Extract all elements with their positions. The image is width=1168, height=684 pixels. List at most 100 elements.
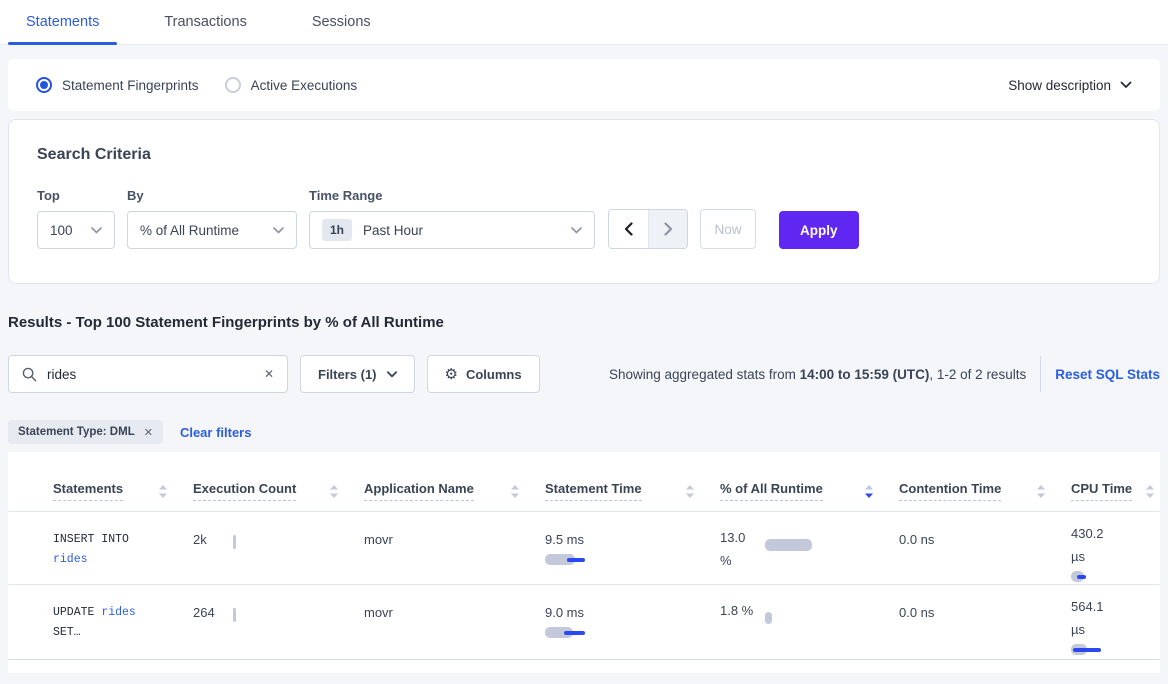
sort-icon[interactable] (1146, 485, 1154, 498)
view-toggle-bar: Statement Fingerprints Active Executions… (8, 59, 1160, 111)
remove-filter-icon[interactable]: ✕ (144, 426, 153, 439)
time-range-field: Time Range 1h Past Hour (309, 188, 595, 249)
vertical-divider (1040, 356, 1041, 392)
previous-time-range-button[interactable] (609, 210, 648, 248)
by-field: By % of All Runtime (127, 188, 297, 249)
statement-time-cell: 9.0 ms (545, 585, 720, 659)
cpu-time-mean-line (1077, 575, 1086, 579)
radio-label: Active Executions (251, 78, 358, 93)
pct-runtime-bar (765, 612, 772, 624)
time-range-label: Time Range (309, 188, 595, 203)
table-row[interactable]: INSERT INTO rides 2k movr 9.5 ms 13.0 % … (8, 512, 1160, 585)
tab-transactions[interactable]: Transactions (146, 0, 264, 44)
statement-link[interactable]: rides (53, 553, 88, 566)
column-header-statement-time[interactable]: Statement Time (545, 481, 720, 511)
top-label: Top (37, 188, 115, 203)
table-row[interactable]: UPDATE rides SET… 264 movr 9.0 ms 1.8 % … (8, 585, 1160, 660)
execution-count-bar (233, 535, 236, 549)
results-heading: Results - Top 100 Statement Fingerprints… (8, 314, 1160, 331)
column-header-execution-count[interactable]: Execution Count (193, 481, 364, 511)
time-range-step-buttons (608, 209, 688, 249)
sort-icon[interactable] (686, 485, 694, 498)
table-header-row: Statements Execution Count Application N… (8, 452, 1160, 512)
column-header-pct-of-all-runtime[interactable]: % of All Runtime (720, 481, 899, 511)
statement-time-mean-line (567, 558, 585, 562)
statement-link[interactable]: rides (101, 606, 136, 619)
chevron-right-icon (664, 222, 673, 236)
statement-time-cell: 9.5 ms (545, 512, 720, 584)
search-icon (22, 367, 37, 382)
contention-time-cell: 0.0 ns (899, 585, 1071, 659)
clear-search-icon[interactable]: ✕ (264, 367, 274, 381)
cpu-time-cell: 564.1 µs (1071, 585, 1160, 659)
show-description-label: Show description (1008, 78, 1111, 93)
sort-icon-active-desc[interactable] (865, 485, 873, 498)
tab-sessions[interactable]: Sessions (294, 0, 389, 44)
radio-label: Statement Fingerprints (62, 78, 199, 93)
cpu-time-cell: 430.2 µs (1071, 512, 1160, 584)
radio-active-executions[interactable]: Active Executions (225, 77, 358, 93)
search-criteria-card: Search Criteria Top 100 By % of All Runt… (8, 119, 1160, 284)
radio-unselected-icon (225, 77, 241, 93)
radio-statement-fingerprints[interactable]: Statement Fingerprints (36, 77, 199, 93)
by-label: By (127, 188, 297, 203)
by-select[interactable]: % of All Runtime (127, 211, 297, 249)
statements-table: Statements Execution Count Application N… (8, 452, 1160, 673)
top-tab-bar: Statements Transactions Sessions (0, 0, 1168, 45)
statement-time-mean-line (564, 631, 585, 635)
time-range-badge: 1h (322, 219, 352, 241)
sort-icon[interactable] (1037, 485, 1045, 498)
statement-cell: UPDATE rides SET… (53, 585, 157, 659)
columns-button[interactable]: ⚙ Columns (427, 355, 540, 393)
statement-type-filter-tag: Statement Type: DML ✕ (8, 420, 163, 444)
application-name-cell: movr (364, 585, 545, 659)
search-input[interactable] (47, 367, 254, 382)
time-range-select[interactable]: 1h Past Hour (309, 211, 595, 249)
column-header-contention-time[interactable]: Contention Time (899, 481, 1071, 511)
chevron-down-icon (387, 371, 397, 378)
time-range-value: Past Hour (363, 223, 423, 238)
chevron-down-icon (571, 227, 582, 234)
reset-sql-stats-link[interactable]: Reset SQL Stats (1055, 367, 1160, 382)
sort-icon[interactable] (159, 485, 167, 498)
gear-icon: ⚙ (445, 367, 458, 382)
chevron-down-icon (1120, 81, 1132, 89)
pct-runtime-bar (765, 539, 812, 551)
execution-count-bar (233, 608, 236, 622)
radio-selected-icon (36, 77, 52, 93)
filters-button-label: Filters (1) (318, 367, 377, 382)
search-box[interactable]: ✕ (8, 355, 288, 393)
execution-count-cell: 264 (193, 585, 364, 659)
chevron-left-icon (624, 222, 633, 236)
chevron-down-icon (91, 227, 102, 234)
sort-icon[interactable] (511, 485, 519, 498)
sort-icon[interactable] (330, 485, 338, 498)
top-select-value: 100 (50, 223, 73, 238)
clear-filters-link[interactable]: Clear filters (180, 425, 252, 440)
column-header-cpu-time[interactable]: CPU Time (1071, 481, 1160, 511)
execution-count-cell: 2k (193, 512, 364, 584)
apply-button[interactable]: Apply (779, 211, 859, 249)
cpu-time-mean-line (1073, 648, 1101, 652)
stats-time-range: 14:00 to 15:59 (UTC) (800, 367, 930, 382)
pct-runtime-cell: 1.8 % (720, 585, 899, 659)
pct-runtime-cell: 13.0 % (720, 512, 899, 584)
show-description-toggle[interactable]: Show description (1008, 78, 1132, 93)
tab-statements[interactable]: Statements (8, 0, 117, 44)
chevron-down-icon (273, 227, 284, 234)
filters-button[interactable]: Filters (1) (300, 355, 415, 393)
contention-time-cell: 0.0 ns (899, 512, 1071, 584)
next-time-range-button[interactable] (648, 210, 687, 248)
filter-tag-row: Statement Type: DML ✕ Clear filters (8, 420, 1160, 444)
columns-button-label: Columns (466, 367, 522, 382)
application-name-cell: movr (364, 512, 545, 584)
aggregated-stats-text: Showing aggregated stats from 14:00 to 1… (609, 367, 1026, 382)
top-field: Top 100 (37, 188, 115, 249)
column-header-statements[interactable]: Statements (53, 481, 193, 511)
statement-cell: INSERT INTO rides (53, 512, 157, 584)
top-select[interactable]: 100 (37, 211, 115, 249)
column-header-application-name[interactable]: Application Name (364, 481, 545, 511)
filter-tag-label: Statement Type: DML (18, 426, 135, 438)
now-button[interactable]: Now (700, 209, 756, 249)
search-criteria-title: Search Criteria (37, 146, 1131, 164)
